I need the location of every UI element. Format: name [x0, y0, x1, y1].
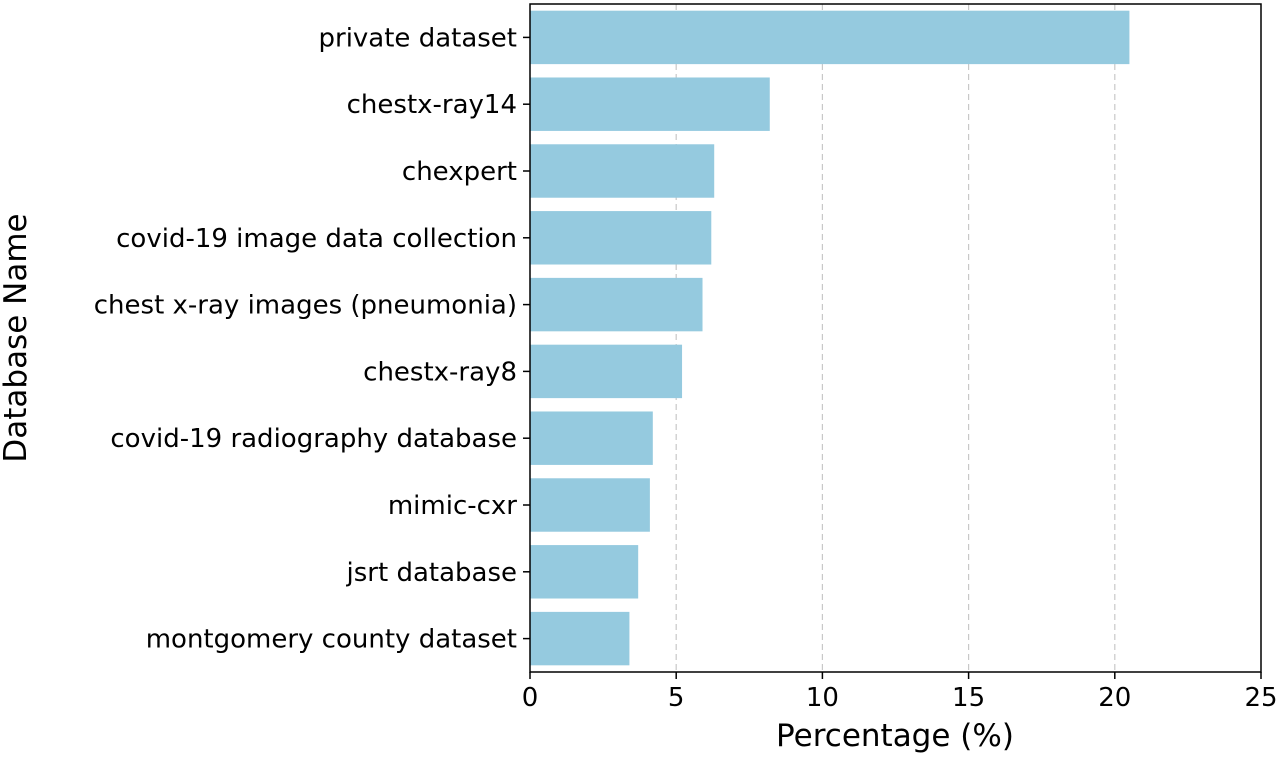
x-tick-label: 5 — [668, 683, 685, 713]
x-tick-label: 20 — [1098, 683, 1131, 713]
category-label: private dataset — [319, 23, 518, 53]
category-label: chestx-ray8 — [363, 357, 517, 387]
bar — [530, 77, 770, 131]
category-label: chest x-ray images (pneumonia) — [94, 291, 517, 321]
category-label: mimic-cxr — [388, 491, 517, 521]
y-axis-ticks: private dataset chestx-ray14 chexpert covid… — [94, 23, 530, 655]
bar — [530, 411, 653, 465]
bar — [530, 10, 1130, 65]
x-tick-label: 25 — [1244, 683, 1277, 713]
category-label: chexpert — [402, 157, 517, 187]
category-label: covid-19 image data collection — [116, 224, 517, 254]
category-label: jsrt database — [346, 558, 517, 588]
x-axis-ticks: 0 5 10 15 20 25 — [522, 672, 1278, 713]
bar — [530, 144, 715, 198]
x-axis-title: Percentage (%) — [776, 718, 1014, 754]
bar — [530, 344, 683, 399]
bar — [530, 545, 639, 599]
category-label: montgomery county dataset — [146, 625, 517, 655]
x-tick-label: 15 — [952, 683, 985, 713]
x-tick-label: 0 — [522, 683, 539, 713]
bar — [530, 478, 650, 532]
bar — [530, 211, 712, 265]
x-tick-label: 10 — [806, 683, 839, 713]
plot-frame — [529, 3, 1262, 673]
bars — [530, 10, 1130, 666]
bar — [530, 277, 703, 332]
y-axis-title: Database Name — [0, 213, 34, 462]
category-label: covid-19 radiography database — [110, 424, 517, 454]
bar — [530, 611, 630, 666]
category-label: chestx-ray14 — [347, 90, 517, 120]
